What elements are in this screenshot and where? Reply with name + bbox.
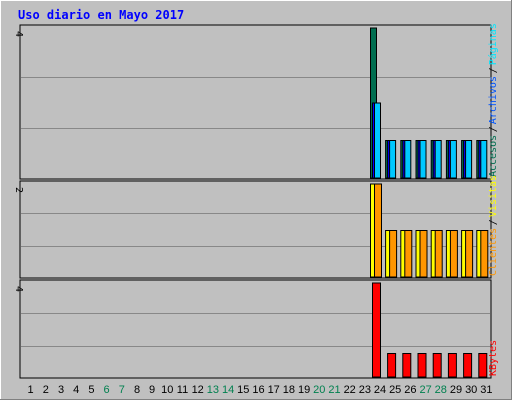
chart-title: Uso diario en Mayo 2017 bbox=[18, 8, 184, 22]
bar-kbytes-day-31 bbox=[478, 353, 488, 378]
x-tick-label-day-12: 12 bbox=[192, 384, 204, 396]
bar-clientes-day-30 bbox=[465, 230, 474, 278]
x-tick-label-day-24: 24 bbox=[374, 384, 386, 396]
bar-pginas-day-26 bbox=[404, 140, 412, 179]
bar-pginas-day-24 bbox=[374, 102, 381, 179]
y-max-label-middle: 2 bbox=[13, 187, 24, 193]
bar-clientes-day-25 bbox=[389, 230, 398, 278]
bar-pginas-day-30 bbox=[465, 140, 473, 179]
x-tick-label-day-1: 1 bbox=[28, 384, 34, 396]
x-tick-label-day-27: 27 bbox=[419, 384, 431, 396]
bar-kbytes-day-26 bbox=[402, 353, 412, 378]
plot-area-bottom bbox=[19, 279, 492, 379]
legend-kbytes: KBytes bbox=[488, 340, 499, 376]
x-tick-label-day-15: 15 bbox=[237, 384, 249, 396]
x-tick-label-day-5: 5 bbox=[88, 384, 94, 396]
bar-kbytes-day-25 bbox=[387, 353, 397, 378]
x-tick-label-day-20: 20 bbox=[313, 384, 325, 396]
legend-separator-top-0: / bbox=[488, 126, 499, 132]
x-tick-label-day-8: 8 bbox=[134, 384, 140, 396]
panel-top: 4 Accesos / Archivos / Páginas bbox=[13, 23, 499, 180]
x-tick-label-day-21: 21 bbox=[328, 384, 340, 396]
bar-clientes-day-26 bbox=[404, 230, 413, 278]
x-tick-label-day-22: 22 bbox=[344, 384, 356, 396]
x-tick-label-day-14: 14 bbox=[222, 384, 234, 396]
bar-pginas-day-29 bbox=[449, 140, 457, 179]
legend-clientes: Clientes bbox=[488, 228, 499, 276]
x-tick-label-day-18: 18 bbox=[283, 384, 295, 396]
legend-top: Accesos / Archivos / Páginas bbox=[487, 23, 499, 177]
x-tick-label-day-4: 4 bbox=[73, 384, 79, 396]
legend-bottom: KBytes bbox=[488, 340, 499, 376]
panel-middle: 2 Clientes / Visitas bbox=[13, 175, 499, 279]
legend-accesos: Accesos bbox=[488, 135, 499, 177]
bar-kbytes-day-27 bbox=[417, 353, 427, 378]
legend-visitas: Visitas bbox=[488, 175, 499, 217]
bar-kbytes-day-30 bbox=[463, 353, 473, 378]
bar-pginas-day-31 bbox=[480, 140, 488, 179]
x-tick-label-day-6: 6 bbox=[104, 384, 110, 396]
bar-kbytes-day-29 bbox=[447, 353, 457, 378]
bar-clientes-day-28 bbox=[434, 230, 443, 278]
x-tick-label-day-9: 9 bbox=[149, 384, 155, 396]
x-tick-label-day-25: 25 bbox=[389, 384, 401, 396]
x-tick-label-day-10: 10 bbox=[161, 384, 173, 396]
y-max-label-top: 4 bbox=[13, 31, 24, 37]
bar-clientes-day-29 bbox=[449, 230, 458, 278]
x-tick-label-day-26: 26 bbox=[404, 384, 416, 396]
legend-archivos: Archivos bbox=[488, 76, 499, 124]
bar-clientes-day-24 bbox=[374, 183, 382, 278]
legend-separator-middle-0: / bbox=[488, 219, 499, 225]
bar-pginas-day-27 bbox=[419, 140, 427, 179]
x-tick-label-day-30: 30 bbox=[465, 384, 477, 396]
legend-middle: Clientes / Visitas bbox=[488, 175, 499, 276]
x-tick-label-day-29: 29 bbox=[450, 384, 462, 396]
x-tick-label-day-19: 19 bbox=[298, 384, 310, 396]
x-tick-label-day-7: 7 bbox=[119, 384, 125, 396]
x-tick-label-day-28: 28 bbox=[435, 384, 447, 396]
bar-pginas-day-25 bbox=[389, 140, 397, 179]
x-tick-label-day-11: 11 bbox=[177, 384, 188, 396]
plot-area-top bbox=[19, 24, 492, 180]
x-tick-label-day-2: 2 bbox=[43, 384, 49, 396]
x-tick-label-day-23: 23 bbox=[359, 384, 371, 396]
y-max-label-bottom: 4 bbox=[13, 286, 24, 292]
x-tick-label-day-13: 13 bbox=[207, 384, 219, 396]
bar-kbytes-day-24 bbox=[372, 282, 381, 378]
legend-pginas: Páginas bbox=[487, 23, 499, 65]
x-tick-label-day-16: 16 bbox=[252, 384, 264, 396]
plot-area-middle bbox=[19, 180, 492, 279]
x-tick-label-day-31: 31 bbox=[480, 384, 492, 396]
x-tick-label-day-3: 3 bbox=[58, 384, 64, 396]
panel-bottom: 4 KBytes bbox=[13, 279, 499, 379]
bar-clientes-day-31 bbox=[480, 230, 489, 278]
x-tick-label-day-17: 17 bbox=[268, 384, 280, 396]
bar-clientes-day-27 bbox=[419, 230, 428, 278]
legend-separator-top-1: / bbox=[488, 67, 499, 73]
bar-pginas-day-28 bbox=[434, 140, 442, 179]
bar-kbytes-day-28 bbox=[432, 353, 442, 378]
